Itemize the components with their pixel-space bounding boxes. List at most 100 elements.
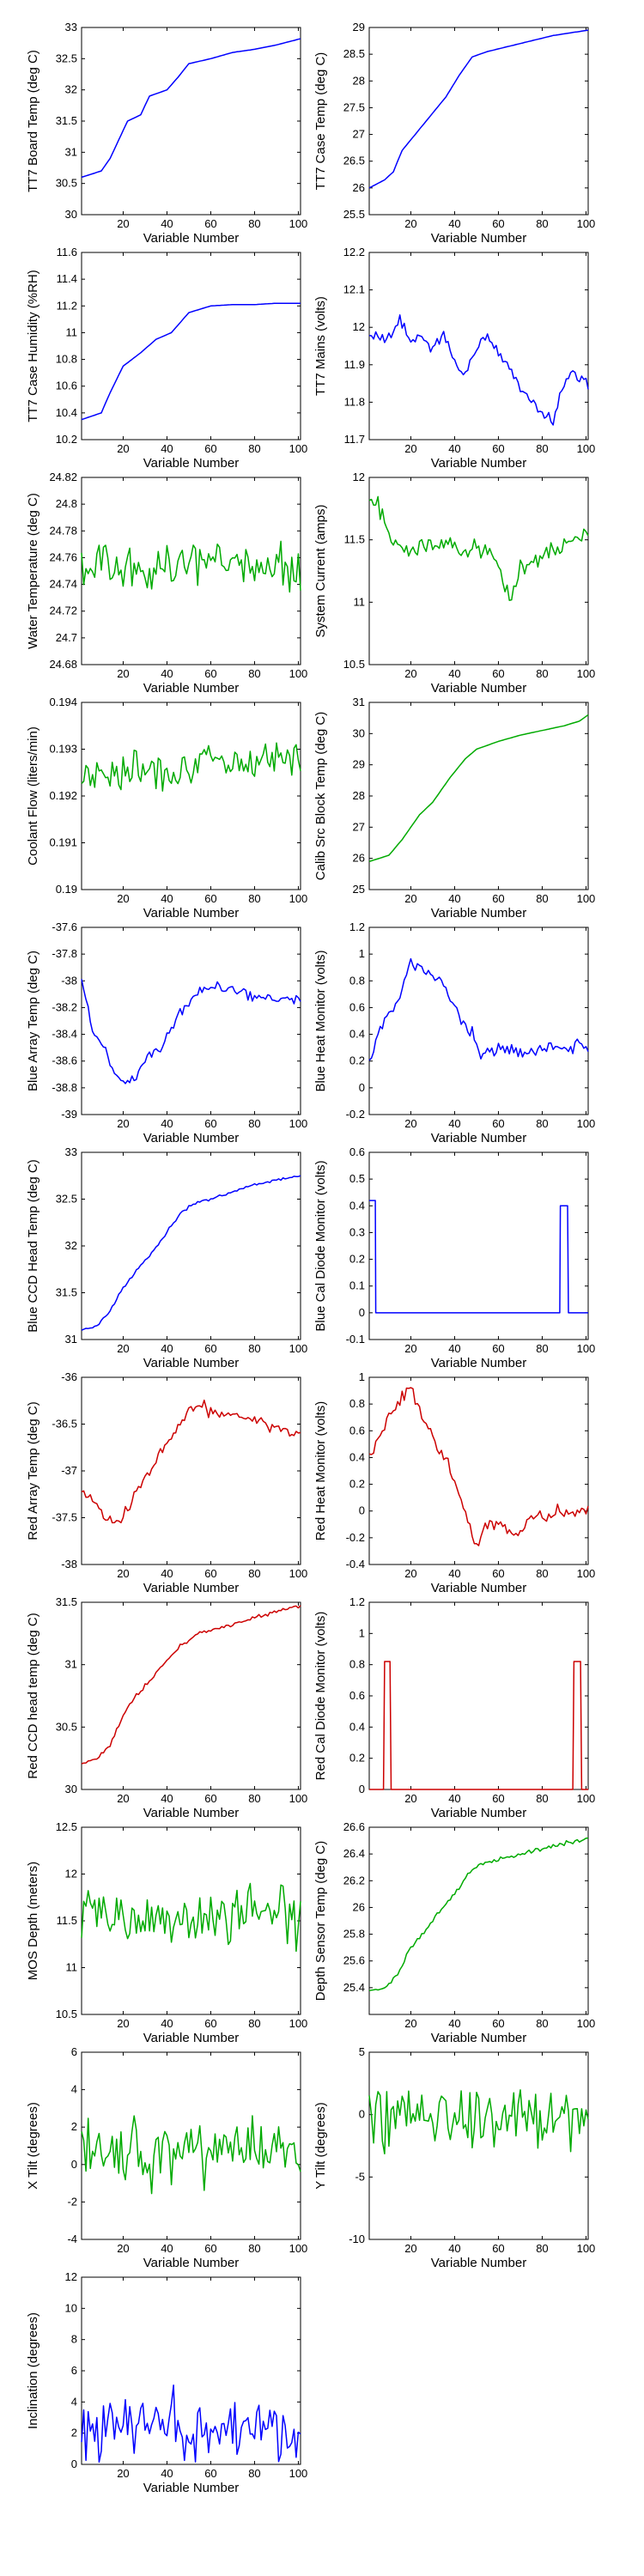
plot-area bbox=[368, 1826, 589, 2015]
x-tick-label: 40 bbox=[161, 892, 173, 905]
plot-area bbox=[81, 2051, 301, 2240]
y-tick-label: 31.5 bbox=[56, 1595, 77, 1608]
x-tick-label: 20 bbox=[117, 1567, 129, 1580]
y-tick-label: 0 bbox=[71, 2458, 77, 2470]
x-tick-label: 100 bbox=[289, 892, 308, 905]
chart-panel: 10.5 11 11.5 12 20 40 60 80 100 Variable Number Sy… bbox=[313, 471, 595, 696]
x-tick-label: 60 bbox=[492, 1117, 504, 1130]
y-tick-label: 0.2 bbox=[349, 1054, 365, 1067]
y-tick-label: 12 bbox=[65, 2270, 77, 2283]
y-tick-label: 0.192 bbox=[49, 789, 77, 802]
y-axis-label: Blue Cal Diode Monitor (volts) bbox=[313, 1160, 328, 1331]
x-tick-label: 100 bbox=[289, 1792, 308, 1805]
x-axis-label: Variable Number bbox=[431, 2031, 526, 2045]
y-tick-label: 12.5 bbox=[56, 1820, 77, 1833]
chart-panel: 31 31.5 32 32.5 33 20 40 60 80 100 Variable Number… bbox=[26, 1145, 307, 1370]
y-tick-label: 24.7 bbox=[56, 631, 77, 644]
y-tick-label: -0.1 bbox=[346, 1333, 365, 1346]
y-tick-label: 25.8 bbox=[343, 1928, 365, 1941]
y-tick-label: 26 bbox=[353, 181, 365, 194]
y-tick-label: 28 bbox=[353, 789, 365, 802]
y-tick-label: -36 bbox=[61, 1370, 77, 1383]
series-line bbox=[81, 1399, 301, 1524]
y-tick-label: -38 bbox=[61, 974, 77, 987]
x-tick-label: 80 bbox=[536, 2017, 548, 2030]
y-tick-label: 0.3 bbox=[349, 1225, 365, 1238]
series-line bbox=[368, 714, 589, 863]
y-tick-label: 11.2 bbox=[57, 299, 77, 312]
x-tick-label: 40 bbox=[161, 2017, 173, 2030]
x-tick-label: 100 bbox=[289, 2467, 308, 2480]
y-tick-label: 0 bbox=[359, 1306, 365, 1319]
y-tick-label: 10.4 bbox=[56, 406, 77, 419]
x-axis-label: Variable Number bbox=[143, 2256, 239, 2270]
x-tick-label: 80 bbox=[248, 667, 260, 680]
y-tick-label: -0.2 bbox=[346, 1531, 365, 1544]
plot-area bbox=[81, 1376, 301, 1565]
x-axis-label: Variable Number bbox=[143, 1356, 239, 1370]
x-tick-label: 60 bbox=[204, 2242, 216, 2255]
x-tick-label: 80 bbox=[248, 2017, 260, 2030]
x-tick-label: 80 bbox=[536, 217, 548, 230]
y-tick-label: 32.5 bbox=[56, 1193, 77, 1206]
y-tick-label: 11.6 bbox=[57, 246, 77, 258]
x-tick-label: 80 bbox=[536, 892, 548, 905]
y-tick-label: 11.5 bbox=[57, 1914, 77, 1927]
y-tick-label: 10.5 bbox=[343, 658, 365, 671]
y-tick-label: 10.8 bbox=[56, 353, 77, 366]
y-tick-label: 12.2 bbox=[343, 246, 365, 258]
y-tick-label: 4 bbox=[71, 2083, 77, 2096]
y-tick-label: 0.8 bbox=[349, 974, 365, 987]
x-tick-label: 80 bbox=[248, 442, 260, 455]
x-tick-label: 40 bbox=[161, 442, 173, 455]
y-tick-label: 26.6 bbox=[343, 1820, 365, 1833]
y-tick-label: -5 bbox=[355, 2170, 365, 2183]
y-axis-label: Blue CCD Head Temp (deg C) bbox=[26, 1159, 40, 1332]
x-tick-label: 20 bbox=[404, 667, 416, 680]
x-axis-label: Variable Number bbox=[431, 456, 526, 471]
chart-panel: -0.1 0 0.1 0.2 0.3 0.4 0.5 0.6 20 40 60 80 100 Variab… bbox=[313, 1145, 595, 1370]
x-axis-label: Variable Number bbox=[431, 1131, 526, 1145]
series-line bbox=[81, 2115, 301, 2195]
x-tick-label: 100 bbox=[577, 2017, 596, 2030]
plot-area bbox=[81, 927, 301, 1115]
y-tick-label: 28 bbox=[353, 74, 365, 87]
x-tick-label: 100 bbox=[289, 1567, 308, 1580]
x-tick-label: 40 bbox=[448, 442, 460, 455]
series-line bbox=[81, 540, 301, 593]
x-tick-label: 60 bbox=[204, 1567, 216, 1580]
x-tick-label: 60 bbox=[492, 667, 504, 680]
y-tick-label: 24.76 bbox=[49, 550, 77, 563]
x-tick-label: 60 bbox=[492, 1567, 504, 1580]
x-tick-label: 20 bbox=[404, 1342, 416, 1355]
y-tick-label: 26.5 bbox=[343, 155, 365, 167]
y-tick-label: 0.6 bbox=[349, 1424, 365, 1437]
y-tick-label: 32 bbox=[65, 1239, 77, 1252]
y-tick-label: 31 bbox=[65, 1658, 77, 1671]
plot-area bbox=[368, 477, 589, 665]
y-tick-label: 0.19 bbox=[56, 883, 77, 896]
y-tick-label: 11.5 bbox=[344, 533, 365, 546]
x-tick-label: 40 bbox=[448, 1117, 460, 1130]
y-tick-label: 0.2 bbox=[349, 1478, 365, 1491]
y-tick-label: 25 bbox=[353, 883, 365, 896]
y-tick-label: 24.74 bbox=[49, 578, 77, 591]
chart-panel: -4 -2 0 2 4 6 20 40 60 80 100 Variable Number X Tilt… bbox=[26, 2045, 307, 2270]
x-tick-label: 80 bbox=[536, 442, 548, 455]
y-tick-label: 11.9 bbox=[344, 358, 365, 371]
x-tick-label: 40 bbox=[448, 217, 460, 230]
y-tick-label: 1.2 bbox=[349, 1595, 365, 1608]
chart-panel: -38 -37.5 -37 -36.5 -36 20 40 60 80 100 Variable N… bbox=[26, 1370, 307, 1595]
x-tick-label: 100 bbox=[289, 1117, 308, 1130]
y-tick-label: 31 bbox=[353, 696, 365, 708]
plot-area bbox=[368, 1376, 589, 1565]
y-tick-label: -10 bbox=[349, 2233, 365, 2245]
x-axis-label: Variable Number bbox=[143, 2031, 239, 2045]
x-axis-label: Variable Number bbox=[431, 2256, 526, 2270]
x-tick-label: 100 bbox=[577, 892, 596, 905]
y-axis-label: Blue Heat Monitor (volts) bbox=[313, 950, 328, 1091]
y-tick-label: 29 bbox=[353, 21, 365, 33]
y-tick-label: 0.2 bbox=[349, 1752, 365, 1765]
y-tick-label: -38.6 bbox=[52, 1054, 77, 1067]
